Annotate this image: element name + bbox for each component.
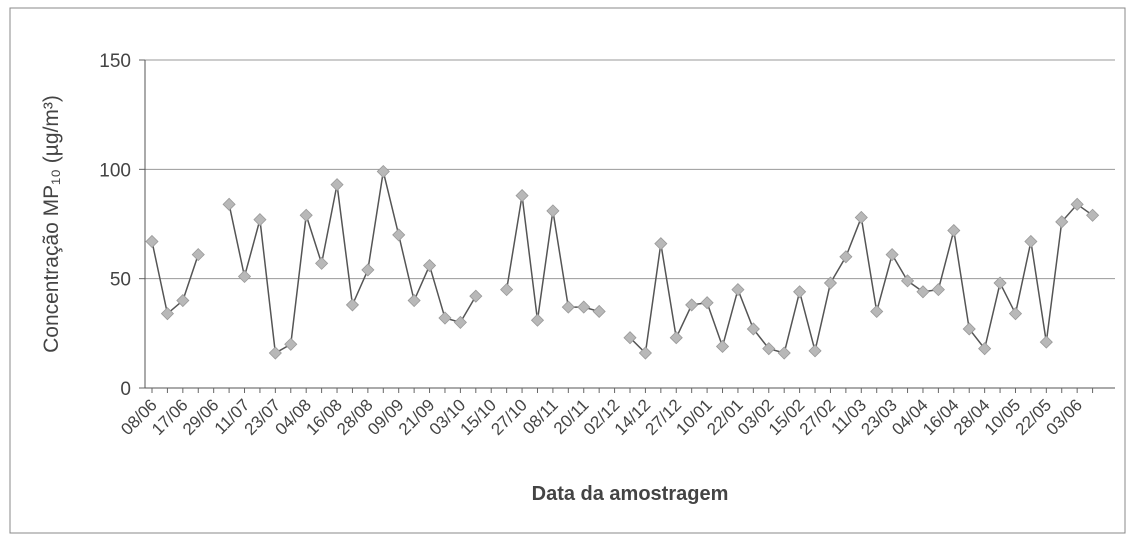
data-point (176, 293, 190, 308)
data-point (422, 258, 437, 273)
data-point (1008, 307, 1023, 321)
x-tick-label: 27/02 (796, 395, 840, 439)
y-tick-label: 0 (120, 379, 131, 400)
data-point (577, 300, 591, 314)
data-line (151, 171, 1094, 355)
data-point (700, 296, 714, 310)
data-point (762, 342, 776, 356)
x-tick-label: 29/06 (179, 395, 223, 439)
data-point (823, 276, 838, 290)
data-point (669, 331, 683, 345)
data-point (993, 276, 1007, 290)
data-point (808, 344, 822, 358)
data-point (530, 313, 545, 327)
data-point (731, 283, 745, 297)
data-point (1086, 208, 1100, 222)
data-point (1024, 234, 1038, 249)
data-point (592, 304, 606, 319)
data-point (469, 289, 483, 303)
data-point (438, 311, 452, 325)
x-tick-label: 03/06 (1042, 395, 1086, 439)
data-point (284, 337, 298, 351)
data-point (407, 293, 421, 308)
x-tick-label: 27/10 (487, 395, 531, 439)
y-tick-label: 50 (110, 270, 131, 291)
data-point (854, 210, 868, 225)
data-point (392, 228, 406, 242)
data-point (870, 304, 884, 319)
data-point (191, 248, 205, 262)
data-point (145, 234, 159, 249)
data-point (978, 342, 992, 356)
data-point (623, 331, 637, 345)
data-point (1070, 197, 1084, 211)
data-point (376, 164, 390, 179)
data-point (931, 283, 945, 297)
data-point (1039, 335, 1053, 349)
data-point (330, 178, 344, 192)
data-point (345, 298, 360, 312)
x-axis-label: Data da amostragem (532, 483, 729, 505)
data-point (685, 298, 699, 312)
data-point (900, 274, 915, 288)
data-point (561, 300, 575, 314)
data-point (777, 346, 791, 360)
data-point (453, 315, 467, 329)
x-tick-label: 08/11 (519, 395, 562, 438)
y-tick-label: 100 (99, 160, 131, 181)
data-point (1055, 215, 1069, 229)
data-point (237, 269, 252, 284)
data-point (546, 204, 560, 218)
data-point (361, 263, 375, 277)
data-point (916, 285, 930, 299)
data-point (638, 346, 652, 360)
y-axis-label: Concentração MP₁₀ (µg/m³) (40, 95, 63, 353)
data-point (654, 237, 668, 251)
data-point (793, 285, 807, 299)
chart-frame (9, 7, 1126, 534)
data-point (268, 346, 282, 360)
data-point (222, 197, 236, 211)
data-point (515, 189, 529, 203)
data-point (299, 208, 313, 222)
data-point (500, 283, 514, 297)
y-tick-label: 150 (99, 51, 131, 72)
data-point (746, 322, 760, 336)
data-point (962, 322, 976, 336)
data-point (315, 256, 329, 270)
data-point (160, 307, 174, 321)
data-point (253, 213, 267, 227)
data-point (947, 223, 961, 238)
data-point (885, 248, 899, 262)
data-point (839, 250, 853, 264)
data-point (715, 339, 730, 354)
